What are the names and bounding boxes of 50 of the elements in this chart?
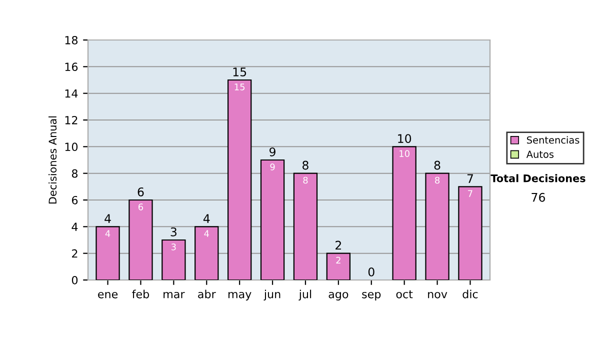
total-label: 7 [467, 174, 473, 183]
y-tick-label: 18 [65, 36, 78, 44]
data-label: 8 [435, 176, 440, 184]
total-label: 8 [434, 160, 440, 170]
data-label: 4 [204, 230, 209, 237]
total-label: 4 [104, 214, 111, 223]
y-tick-label: 8 [72, 169, 78, 178]
total-label: 3 [170, 227, 176, 236]
total-label: 15 [233, 68, 246, 76]
total-label: 10 [398, 134, 412, 144]
data-label: 8 [303, 176, 308, 184]
y-tick-label: 2 [72, 249, 78, 258]
data-label: 6 [138, 203, 144, 210]
legend-label: Sentencias [527, 136, 580, 144]
total-label: 9 [270, 147, 276, 156]
x-tick-label: mar [164, 292, 185, 298]
x-tick-label: dic [462, 290, 478, 298]
x-tick-label: ene [98, 292, 118, 298]
x-tick-label: jun [264, 290, 280, 300]
data-label: 9 [270, 163, 275, 170]
x-tick-label: feb [132, 290, 150, 298]
total-label: 4 [203, 214, 210, 223]
x-tick-label: abr [198, 290, 216, 298]
x-tick-label: oct [396, 290, 413, 298]
data-label: 2 [336, 256, 340, 264]
legend-label: Autos [526, 150, 554, 158]
y-tick-label: 6 [72, 196, 78, 204]
total-label: 0 [368, 267, 374, 276]
x-tick-label: sep [362, 292, 381, 300]
data-label: 3 [171, 243, 176, 250]
total-label: 8 [302, 160, 308, 170]
total-label: 2 [336, 240, 341, 250]
text: Total Decisiones [490, 174, 586, 182]
y-tick-label: 14 [65, 89, 78, 98]
y-tick-label: 10 [65, 142, 78, 152]
data-label: 7 [468, 190, 472, 197]
y-axis-title: Decisiones Anual [48, 116, 57, 204]
x-tick-label: may [228, 292, 252, 300]
x-tick-label: jul [298, 290, 312, 300]
data-label: 15 [234, 84, 245, 90]
y-tick-label: 4 [72, 222, 78, 231]
data-label: 4 [105, 230, 110, 237]
y-tick-label: 0 [72, 276, 78, 284]
data-label: 10 [400, 150, 410, 157]
x-tick-label: ago [328, 292, 348, 300]
total-label: 6 [138, 187, 144, 196]
y-tick-label: 16 [65, 62, 78, 72]
y-tick-label: 12 [65, 116, 78, 124]
text: 76 [532, 192, 546, 202]
x-tick-label: nov [428, 292, 448, 298]
